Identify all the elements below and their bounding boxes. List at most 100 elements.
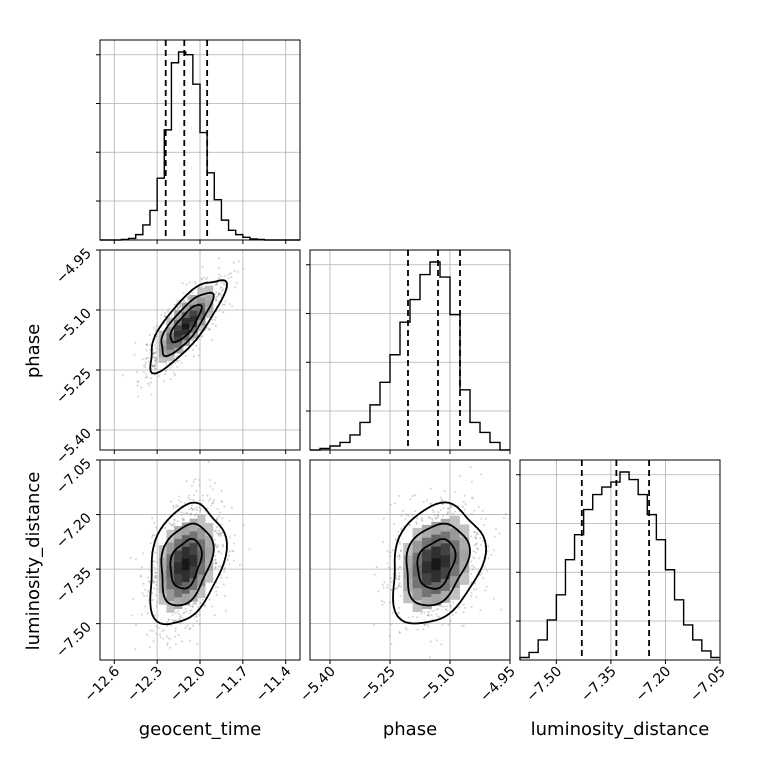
scatter-point (220, 500, 223, 503)
scatter-point (473, 557, 476, 560)
scatter-point (228, 303, 231, 306)
scatter-point (380, 600, 383, 603)
scatter-point (451, 512, 454, 515)
scatter-point (171, 524, 174, 527)
scatter-point (472, 497, 475, 500)
scatter-point (151, 592, 154, 595)
scatter-point (490, 554, 493, 557)
scatter-point (136, 370, 139, 373)
scatter-point (184, 626, 187, 629)
scatter-point (431, 509, 434, 512)
scatter-point (215, 297, 218, 300)
density-cell (431, 581, 442, 595)
scatter-point (220, 523, 223, 526)
scatter-point (400, 514, 403, 517)
scatter-point (211, 318, 214, 321)
scatter-point (215, 562, 218, 565)
xtick-label-phase: −5.25 (357, 664, 399, 706)
scatter-point (449, 604, 452, 607)
scatter-point (186, 624, 189, 627)
scatter-point (146, 594, 149, 597)
scatter-point (438, 616, 441, 619)
density-cell (189, 588, 198, 602)
scatter-point (420, 518, 423, 521)
contour-line (160, 291, 215, 358)
scatter-point (182, 349, 185, 352)
scatter-point (462, 603, 465, 606)
scatter-point (179, 303, 182, 306)
scatter-point (429, 502, 432, 505)
scatter-point (222, 311, 225, 314)
scatter-point (175, 611, 178, 614)
scatter-point (476, 547, 479, 550)
density-cell (166, 351, 175, 362)
scatter-point (152, 581, 155, 584)
contour-line (149, 501, 228, 626)
scatter-point (152, 351, 155, 354)
density-cell (205, 546, 214, 560)
scatter-point (437, 608, 440, 611)
density-cell (205, 296, 214, 307)
density-cell (166, 323, 175, 333)
scatter-point (498, 532, 501, 535)
scatter-point (390, 623, 393, 626)
scatter-point (242, 524, 245, 527)
scatter-point (190, 504, 193, 507)
scatter-point (447, 623, 450, 626)
scatter-point (486, 570, 489, 573)
density-cell (205, 291, 214, 302)
scatter-point (377, 590, 380, 593)
contour-line (405, 522, 471, 607)
scatter-point (179, 306, 182, 309)
scatter-point (482, 539, 485, 542)
scatter-point (184, 355, 187, 358)
scatter-point (458, 606, 461, 609)
xtick-label-luminosity_distance: −7.35 (578, 664, 620, 706)
xtick-label-luminosity_distance: −7.50 (524, 664, 566, 706)
xtick-label-geocent_time: −12.3 (124, 664, 166, 706)
scatter-point (202, 499, 205, 502)
scatter-point (472, 556, 475, 559)
scatter-point (423, 623, 426, 626)
density-cell (181, 336, 191, 347)
scatter-point (213, 482, 216, 485)
scatter-point (157, 626, 160, 629)
scatter-point (430, 503, 433, 506)
scatter-point (435, 608, 438, 611)
scatter-point (199, 509, 202, 512)
scatter-point (215, 590, 218, 593)
scatter-point (132, 597, 135, 600)
scatter-point (196, 512, 199, 515)
scatter-point (147, 360, 150, 363)
density-cell (440, 578, 451, 591)
scatter-point (226, 576, 229, 579)
scatter-point (222, 288, 225, 291)
scatter-point (167, 619, 170, 622)
scatter-point (202, 276, 205, 279)
scatter-point (214, 543, 217, 546)
scatter-point (155, 357, 158, 360)
scatter-point (176, 365, 179, 368)
scatter-point (190, 484, 193, 487)
scatter-point (189, 513, 192, 516)
scatter-point (435, 613, 438, 616)
scatter-point (185, 610, 188, 613)
xtick-label-luminosity_distance: −7.20 (633, 664, 675, 706)
scatter-point (152, 560, 155, 563)
scatter-point (393, 502, 396, 505)
scatter-point (434, 516, 437, 519)
scatter-point (194, 282, 197, 285)
scatter-point (394, 587, 397, 590)
scatter-point (147, 356, 150, 359)
scatter-point (405, 628, 408, 631)
ytick-label-phase: −5.10 (53, 306, 95, 348)
scatter-point (473, 509, 476, 512)
scatter-point (184, 607, 187, 610)
scatter-point (140, 613, 143, 616)
scatter-point (152, 352, 155, 355)
density-cell (450, 575, 460, 588)
scatter-point (427, 614, 430, 617)
scatter-point (207, 499, 210, 502)
scatter-point (176, 300, 179, 303)
scatter-point (493, 535, 496, 538)
